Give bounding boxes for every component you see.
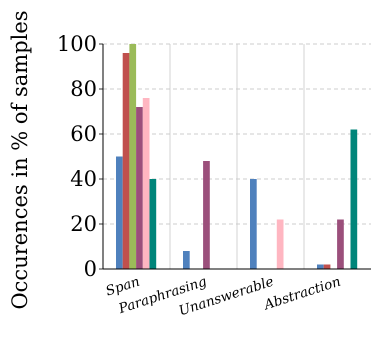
bar-abstraction-4 [337, 219, 344, 269]
y-tick-label: 60 [70, 122, 97, 146]
tick-labels: 0 20 40 60 80 100 [57, 32, 97, 281]
y-tick-label: 0 [84, 257, 97, 281]
y-tick-label: 40 [70, 167, 97, 191]
bar-paraphrasing-1 [183, 251, 190, 269]
bar-abstraction-2 [323, 264, 331, 269]
bar-span-5 [142, 98, 150, 269]
bar-abstraction-6 [350, 129, 358, 269]
y-tick-label: 100 [57, 32, 97, 56]
y-tick-label: 80 [70, 77, 97, 101]
bars-layer [116, 44, 358, 269]
y-axis-label: Occurences in % of samples [8, 10, 32, 309]
bar-span-6 [149, 179, 157, 269]
bar-span-1 [116, 156, 123, 269]
bar-span-2 [122, 53, 130, 269]
axes-layer [99, 43, 371, 270]
bar-paraphrasing-4 [203, 161, 210, 269]
bar-unanswerable-5 [276, 219, 284, 269]
bar-unanswerable-1 [250, 179, 257, 269]
bar-span-3 [129, 44, 137, 269]
bar-abstraction-1 [317, 264, 324, 269]
bar-span-4 [136, 107, 143, 269]
y-tick-label: 20 [70, 212, 97, 236]
